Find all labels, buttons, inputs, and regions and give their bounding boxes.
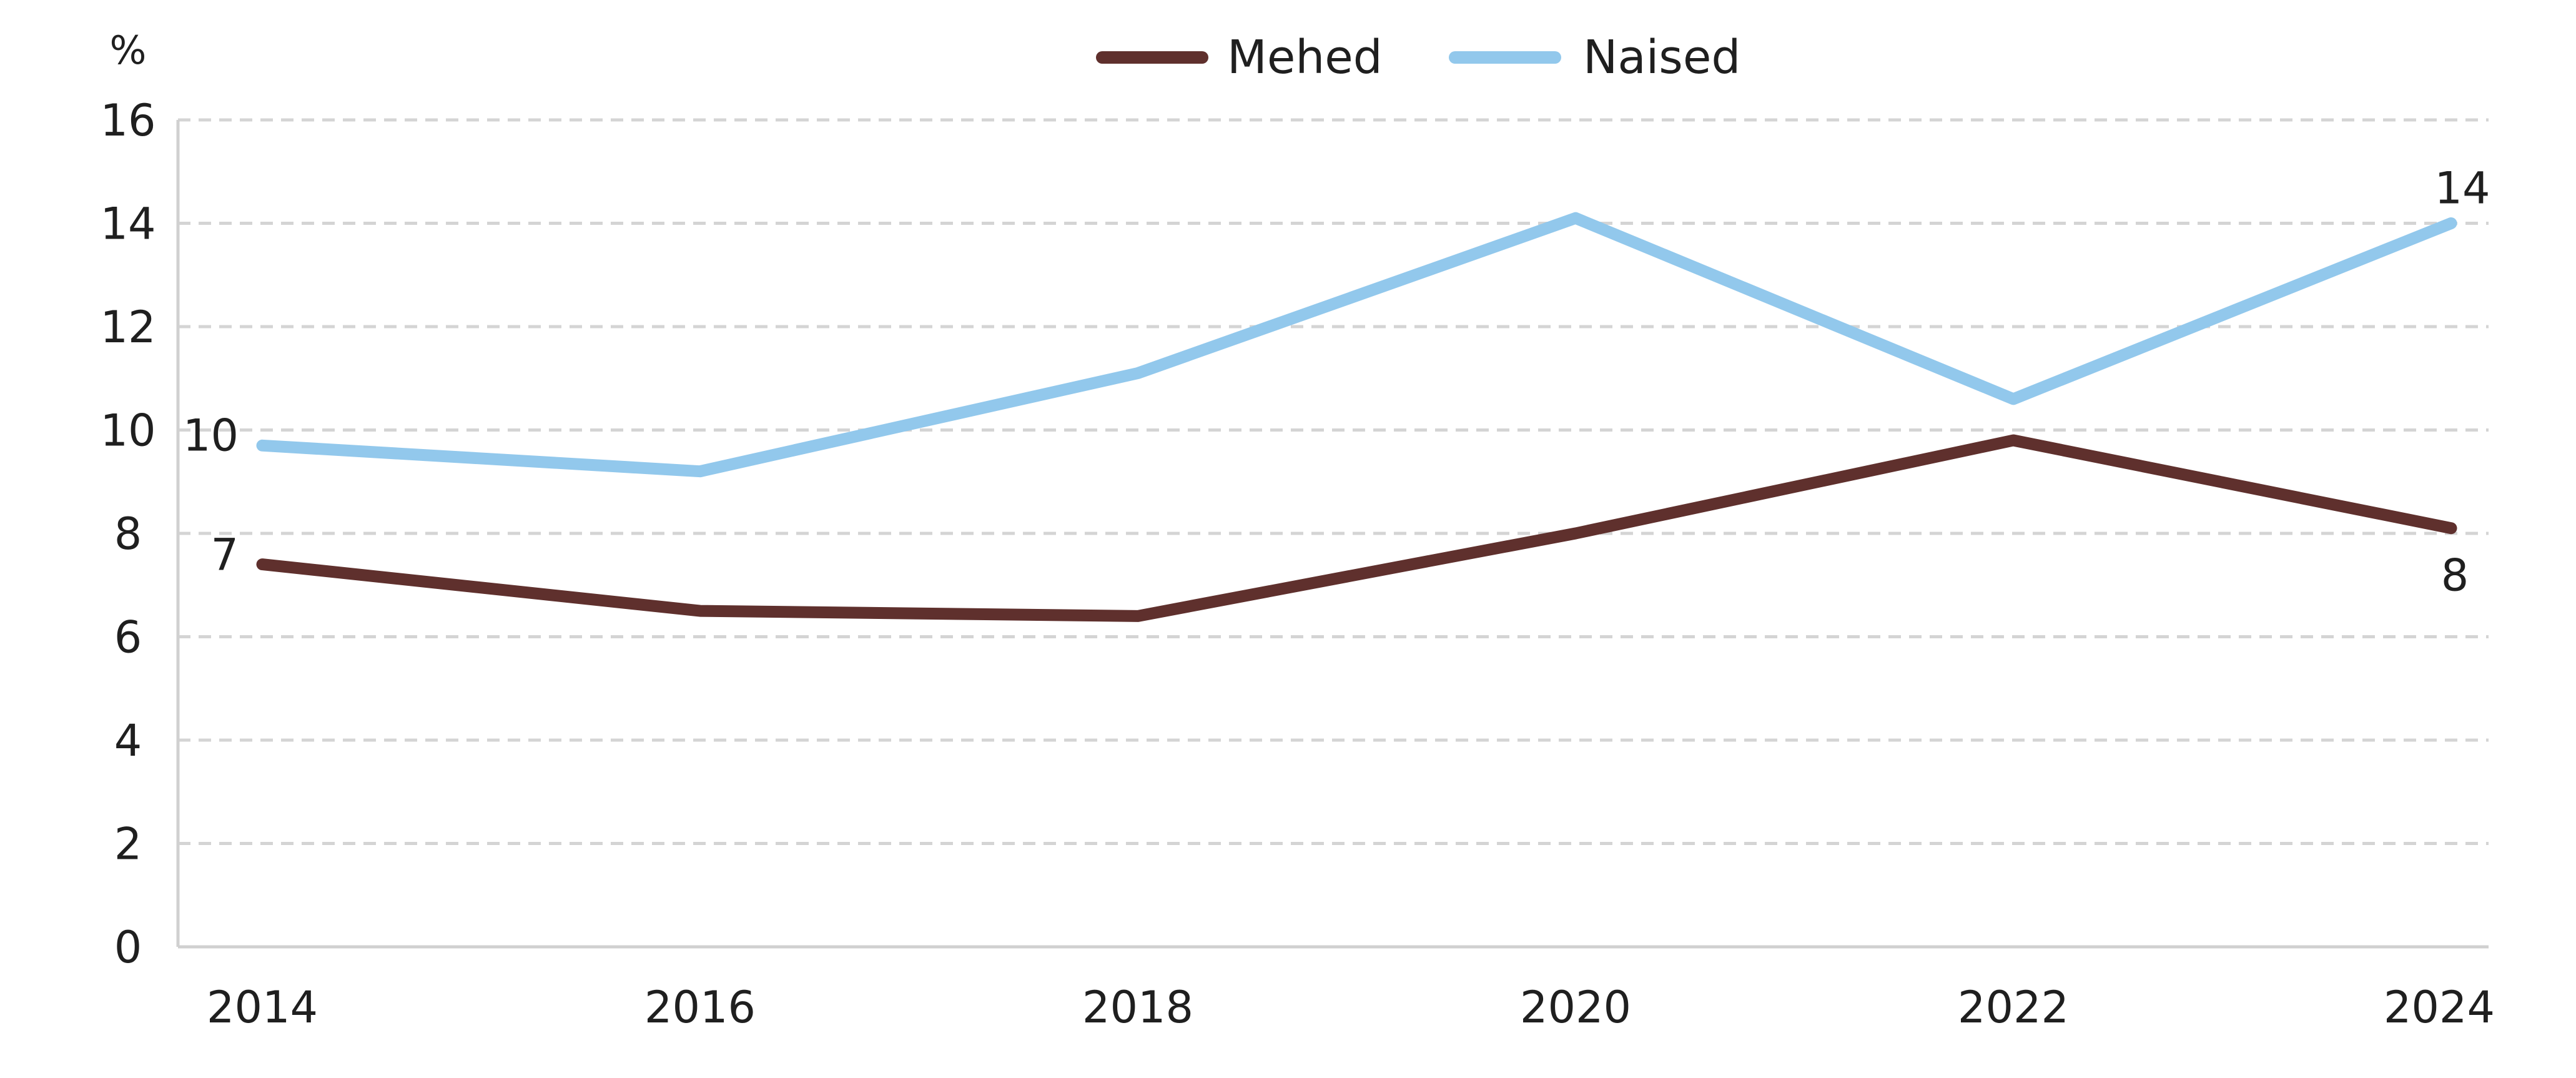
x-tick-label-2020: 2020 [1520,982,1631,1033]
x-tick-label-2022: 2022 [1958,982,2069,1033]
x-tick-label-2016: 2016 [644,982,756,1033]
legend-label-mehed: Mehed [1227,31,1383,84]
x-tick-label-2014: 2014 [207,982,318,1033]
series-line-naised [256,212,2457,478]
data-label-mehed-2024: 8 [2441,550,2469,601]
legend-label-naised: Naised [1583,31,1740,84]
y-tick-label-2: 2 [114,819,142,870]
series-line-mehed [256,434,2457,622]
gridlines [178,118,2489,845]
series-lines [256,212,2457,622]
y-tick-label-12: 12 [100,302,155,353]
x-tick-label-2018: 2018 [1082,982,1193,1033]
y-tick-label-10: 10 [100,405,155,457]
legend: Mehed Naised [1096,31,1740,84]
y-tick-label-14: 14 [100,199,155,250]
y-tick-label-4: 4 [114,715,142,766]
data-label-mehed-2014: 7 [210,530,239,581]
x-tick-labels: 2014 2016 2018 2020 2022 2024 [207,982,2495,1033]
data-label-naised-2014: 10 [183,410,239,461]
y-tick-labels: 0 2 4 6 8 10 12 14 16 [100,95,155,973]
y-tick-label-0: 0 [114,922,142,973]
y-tick-label-8: 8 [114,508,142,560]
axes [176,120,2489,949]
y-tick-label-6: 6 [114,612,142,663]
data-label-naised-2024: 14 [2434,163,2490,214]
y-axis-unit-label: % [110,27,147,73]
y-tick-label-16: 16 [100,95,155,146]
x-tick-label-2024: 2024 [2384,982,2495,1033]
data-labels: 7 8 10 14 [183,163,2490,601]
